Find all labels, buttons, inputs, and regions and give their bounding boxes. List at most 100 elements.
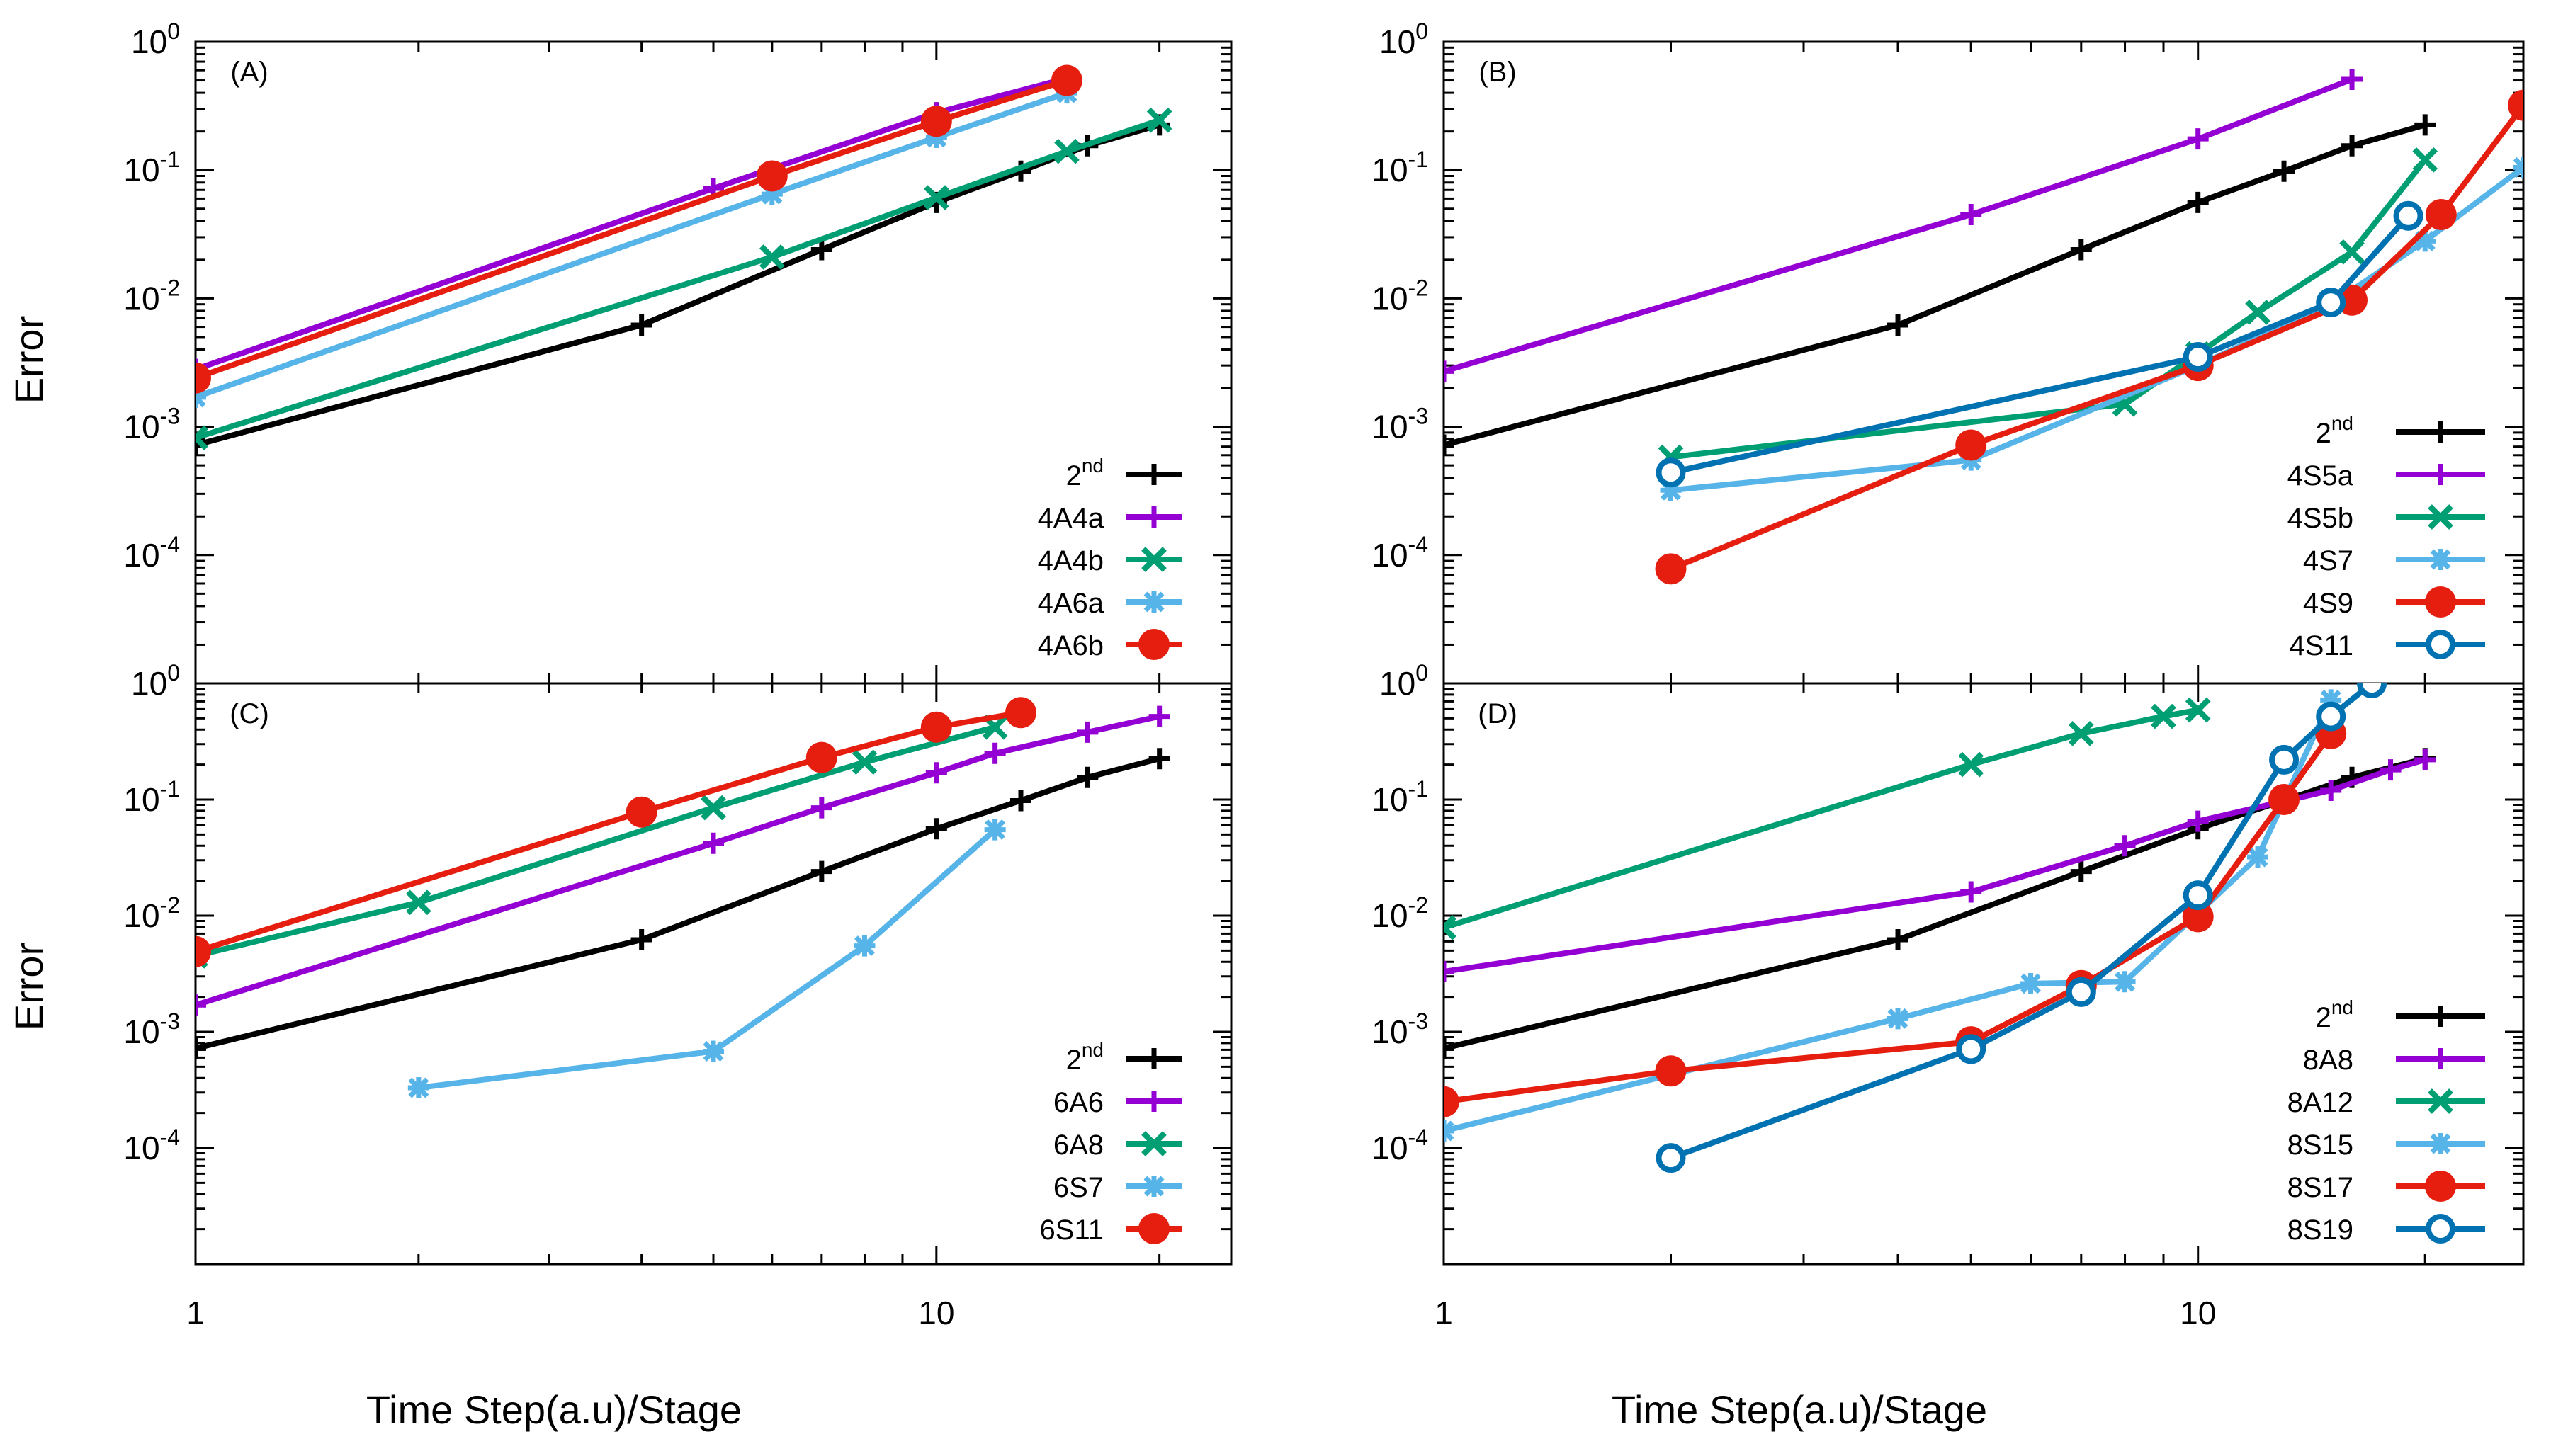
data-point-6S7	[703, 1040, 724, 1062]
data-point-8S15	[2020, 972, 2042, 994]
data-point-6A6	[703, 832, 724, 854]
plot-frame	[1442, 40, 2525, 685]
data-point-8S15	[2114, 971, 2136, 993]
series-line-6A8	[196, 724, 996, 959]
legend-marker	[2428, 1088, 2453, 1114]
series-group	[1444, 683, 2436, 1173]
data-point-2nd	[1887, 314, 1909, 336]
data-point-8S15	[1887, 1008, 1909, 1030]
data-point-8S19	[1956, 1034, 1986, 1064]
legend-marker	[2430, 1048, 2451, 1069]
data-point-8A12	[1444, 914, 1456, 940]
legend-label: 2nd	[1066, 455, 1104, 491]
series-line-4S5a	[1444, 76, 2353, 375]
y-tick-label: 10-4	[1371, 532, 1428, 574]
y-tick-label: 10-3	[123, 1008, 180, 1050]
data-point-8A8	[2114, 835, 2136, 857]
series-line-4S5b	[1670, 158, 2428, 460]
data-point-2nd	[810, 860, 832, 882]
data-point-2nd	[1148, 748, 1170, 770]
y-axis-label-bottom: Error	[6, 943, 51, 1030]
data-point-4A6b	[196, 362, 211, 394]
series-line-4S11	[1670, 214, 2411, 476]
legend-label: 6S7	[1053, 1172, 1104, 1203]
panel-3: 1 10 100 10-1 10-2 10-3 10-4 (C) 2nd 6A6 6A8 6S7 6S1…	[123, 660, 1233, 1331]
legend-marker	[2430, 421, 2451, 443]
data-point-4S7	[1660, 479, 1682, 501]
legend-marker	[2430, 1006, 2451, 1027]
legend-label: 4S5b	[2287, 503, 2353, 534]
legend-marker	[1138, 629, 1170, 660]
data-point-6S11	[626, 796, 657, 828]
data-point-6A8	[405, 889, 431, 916]
y-tick-label: 10-4	[123, 1125, 180, 1166]
legend-marker	[1143, 591, 1165, 613]
data-point-4S9	[2425, 199, 2457, 231]
legend-label: 6S11	[1040, 1215, 1104, 1246]
series-line-4A6a	[196, 90, 1068, 400]
data-point-4A6b	[920, 106, 952, 137]
legend-marker	[2430, 1133, 2451, 1154]
data-point-4A6a	[761, 183, 783, 205]
legend-label: 4S5a	[2287, 460, 2354, 491]
legend-label: 8S15	[2287, 1130, 2353, 1161]
legend-label: 8A12	[2287, 1087, 2353, 1118]
legend-label: 8S19	[2287, 1215, 2353, 1246]
series-group	[1444, 68, 2523, 585]
legend-marker	[1141, 1131, 1167, 1156]
data-point-6A8	[852, 749, 878, 775]
data-point-6A6	[925, 762, 947, 784]
series-group	[196, 697, 1170, 1098]
data-point-2nd	[1887, 929, 1909, 951]
legend-label: 4A6b	[1038, 630, 1104, 661]
x-axis-label-right: Time Step(a.u)/Stage	[1612, 1387, 1987, 1432]
data-point-2nd	[1077, 766, 1099, 788]
data-point-4S9	[1655, 553, 1687, 585]
y-tick-label: 10-1	[123, 776, 180, 818]
panel-label: (C)	[230, 698, 269, 729]
series-line-4A4a	[196, 75, 1068, 372]
data-point-2nd	[1444, 1037, 1454, 1059]
data-point-2nd	[2070, 239, 2092, 261]
series-line-4A4b	[196, 117, 1160, 441]
data-point-2nd	[2187, 191, 2209, 213]
data-point-6A6	[1148, 705, 1170, 727]
data-point-2nd	[1444, 434, 1454, 456]
x-tick-label: 10	[2180, 1295, 2216, 1331]
data-point-6S11	[920, 711, 952, 743]
legend-label: 4S7	[2303, 545, 2353, 576]
data-point-8A8	[1444, 960, 1454, 982]
x-axis-label-left: Time Step(a.u)/Stage	[366, 1387, 742, 1432]
legend-label: 6A6	[1053, 1087, 1104, 1118]
y-tick-label: 10-3	[1371, 404, 1428, 445]
data-point-4A4b	[759, 244, 785, 270]
data-point-6A6	[984, 742, 1006, 764]
data-point-8A12	[1958, 751, 1984, 778]
legend-marker	[2430, 464, 2451, 485]
data-point-8S17	[2182, 901, 2214, 933]
data-point-8A8	[1960, 881, 1982, 903]
data-point-4S5b	[2245, 300, 2270, 325]
data-point-4S11	[2183, 342, 2213, 372]
y-tick-label: 10-4	[123, 532, 180, 574]
data-point-4S5a	[2187, 128, 2209, 150]
panel-label: (D)	[1478, 698, 1517, 729]
legend-label: 4A4b	[1038, 545, 1104, 576]
y-tick-label: 10-2	[123, 275, 180, 317]
data-point-8A8	[2414, 749, 2436, 770]
data-point-4S5b	[2339, 239, 2365, 265]
data-point-8S15	[2320, 689, 2342, 711]
plot-frame	[1442, 682, 2525, 1266]
series-line-8A12	[1444, 707, 2199, 931]
panel-label: (A)	[230, 57, 268, 88]
data-point-4A4b	[1146, 107, 1172, 133]
y-tick-label: 10-2	[1371, 892, 1428, 934]
data-point-6A6	[1077, 721, 1099, 743]
panel-1: 100 10-1 10-2 10-3 10-4 (A) 2nd 4A4a 4A4b 4A6a 4A6…	[123, 18, 1233, 685]
data-point-8A12	[2068, 720, 2094, 746]
legend-marker	[2426, 1214, 2455, 1244]
legend-marker	[1143, 506, 1165, 528]
series-line-6S7	[418, 827, 997, 1091]
data-point-2nd	[810, 239, 832, 261]
y-tick-label: 100	[1379, 18, 1428, 60]
